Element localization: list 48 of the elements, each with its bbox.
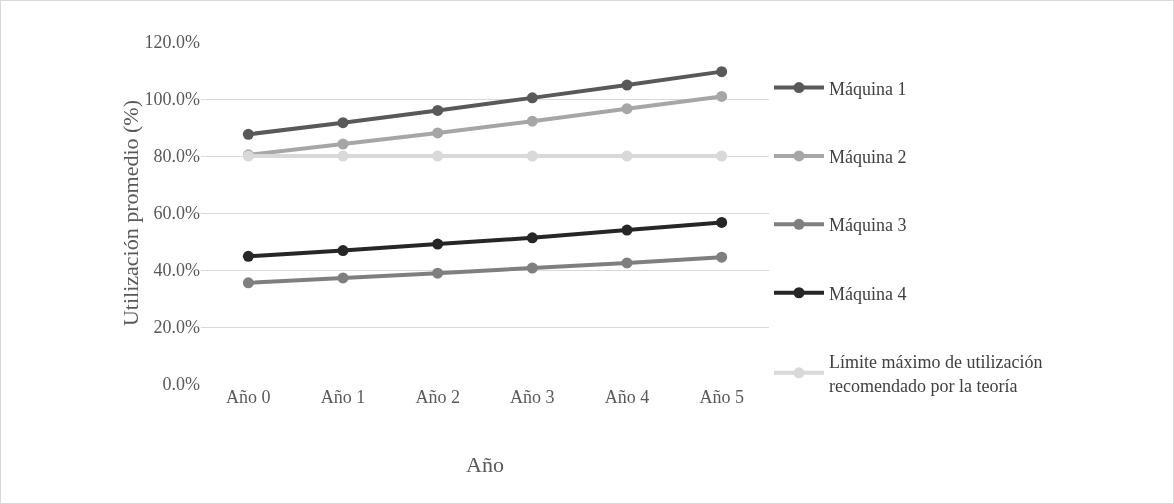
point xyxy=(621,224,633,236)
legend-label: Máquina 4 xyxy=(829,283,907,304)
point xyxy=(242,128,254,140)
legend-label: Máquina 3 xyxy=(829,215,907,236)
y-tick-label: 60.0% xyxy=(153,203,200,224)
point xyxy=(432,150,444,162)
point xyxy=(526,115,538,127)
point xyxy=(621,103,633,115)
y-tick-label: 40.0% xyxy=(153,260,200,281)
x-axis-title: Año xyxy=(466,451,504,477)
y-tick-label: 120.0% xyxy=(144,32,200,53)
x-tick-label: Año 4 xyxy=(604,387,650,407)
point xyxy=(337,117,349,129)
y-tick-label: 20.0% xyxy=(153,317,200,338)
point xyxy=(337,272,349,284)
point xyxy=(716,150,728,162)
x-tick-label: Año 5 xyxy=(699,387,744,407)
legend-label: Máquina 2 xyxy=(829,146,907,167)
point xyxy=(337,245,349,257)
x-tick-label: Año 2 xyxy=(415,387,460,407)
point xyxy=(242,277,254,289)
point xyxy=(716,66,728,78)
y-axis-title: Utilización promedio (%) xyxy=(117,99,143,327)
point xyxy=(526,262,538,274)
x-tick-label: Año 3 xyxy=(510,387,555,407)
y-tick-label: 100.0% xyxy=(144,89,200,110)
point xyxy=(337,138,349,150)
point xyxy=(526,150,538,162)
point xyxy=(526,92,538,104)
point xyxy=(526,232,538,244)
point xyxy=(432,238,444,250)
point xyxy=(432,104,444,116)
y-tick-label: 80.0% xyxy=(153,146,200,167)
point xyxy=(716,251,728,263)
point xyxy=(716,90,728,102)
x-tick-label: Año 1 xyxy=(320,387,366,407)
point xyxy=(242,250,254,262)
point xyxy=(432,127,444,139)
point xyxy=(621,150,633,162)
point xyxy=(621,79,633,91)
legend-label: Límite máximo de utilización recomendado por la teoría xyxy=(829,352,1043,396)
point xyxy=(621,257,633,269)
point xyxy=(716,216,728,228)
point xyxy=(432,267,444,279)
legend-label: Máquina 1 xyxy=(829,78,907,99)
point xyxy=(337,150,349,162)
y-tick-label: 0.0% xyxy=(162,374,200,395)
x-tick-label: Año 0 xyxy=(226,387,271,407)
